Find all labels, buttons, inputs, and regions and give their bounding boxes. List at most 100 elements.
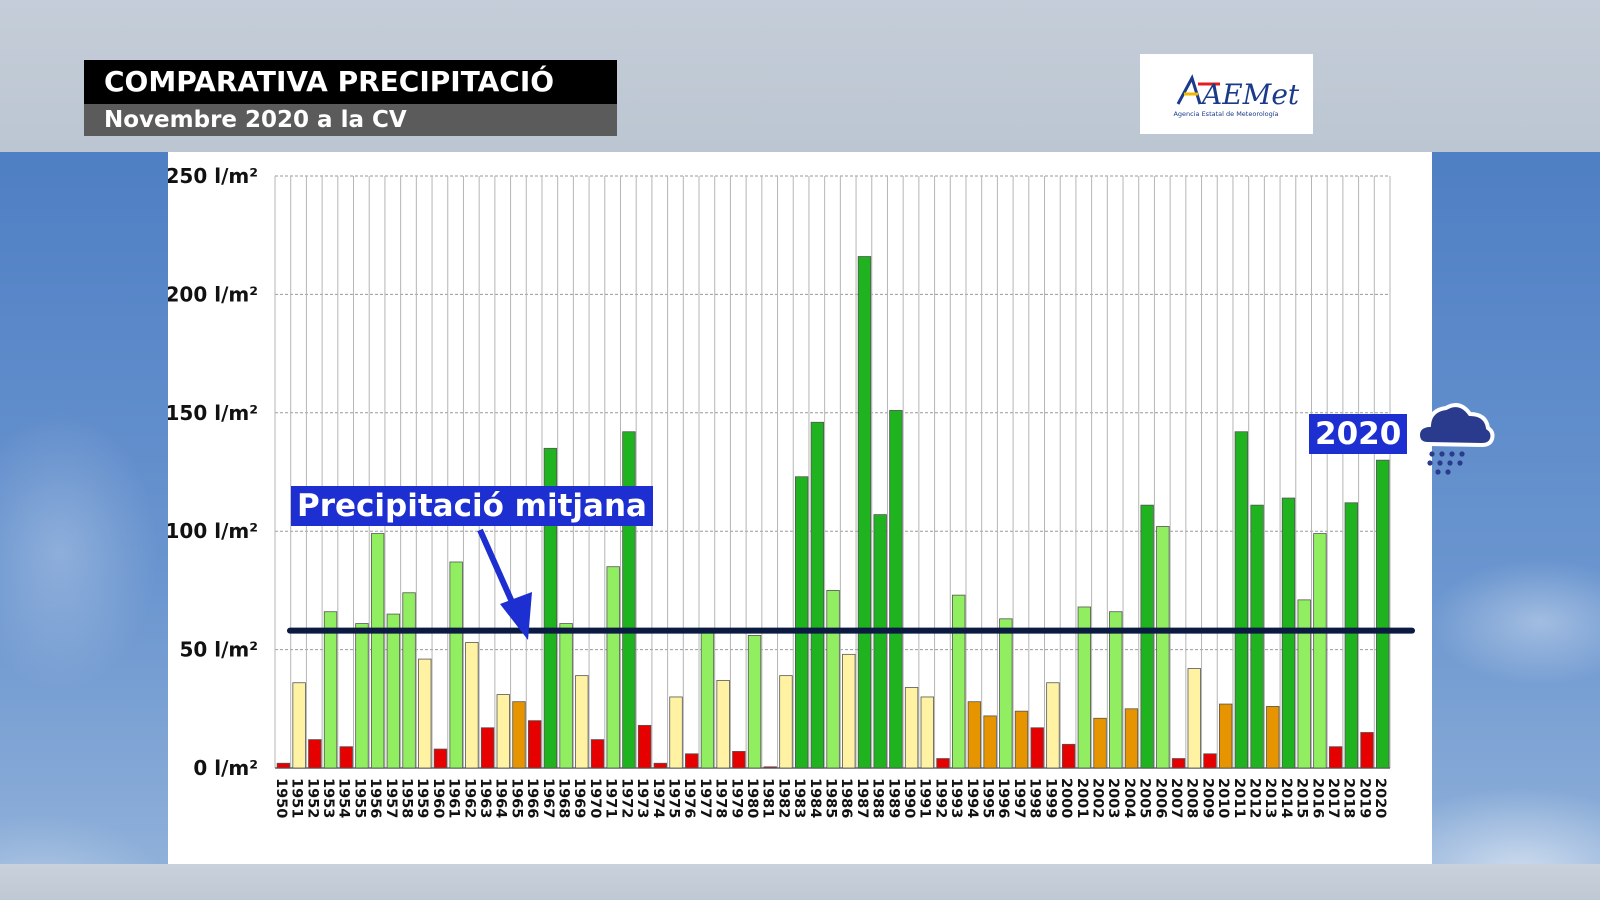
x-tick-label: 2000 bbox=[1058, 778, 1074, 818]
bar-2013 bbox=[1266, 706, 1280, 769]
bar-2006 bbox=[1156, 526, 1170, 769]
bar-1968 bbox=[559, 623, 573, 769]
bar-1963 bbox=[480, 727, 495, 769]
x-tick-label: 2007 bbox=[1168, 778, 1184, 818]
x-tick-label: 1977 bbox=[697, 778, 713, 818]
x-tick-label: 2005 bbox=[1137, 778, 1153, 818]
bar-1988 bbox=[873, 514, 887, 769]
x-tick-label: 2009 bbox=[1199, 778, 1215, 818]
bar-1964 bbox=[496, 694, 510, 769]
bar-2009 bbox=[1203, 753, 1217, 769]
x-tick-label: 1967 bbox=[540, 778, 556, 818]
x-tick-label: 1951 bbox=[289, 778, 305, 818]
aemet-logo: AEMet Agencia Estatal de Meteorología bbox=[1140, 54, 1313, 134]
x-tick-label: 1998 bbox=[1027, 778, 1043, 818]
bar-1992 bbox=[936, 758, 950, 769]
x-tick-label: 1965 bbox=[508, 778, 524, 818]
bar-1965 bbox=[512, 701, 526, 769]
title-box: COMPARATIVA PRECIPITACIÓ Novembre 2020 a… bbox=[84, 60, 617, 138]
chart-title: COMPARATIVA PRECIPITACIÓ bbox=[84, 60, 617, 104]
bar-1951 bbox=[292, 682, 306, 769]
x-tick-label: 1974 bbox=[650, 778, 666, 818]
bar-1979 bbox=[732, 751, 746, 769]
bar-2005 bbox=[1140, 504, 1154, 769]
x-tick-label: 1981 bbox=[760, 778, 776, 818]
bar-1987 bbox=[857, 256, 872, 769]
x-tick-label: 1986 bbox=[838, 778, 854, 818]
y-tick-label: 50 l/m² bbox=[179, 638, 258, 662]
x-tick-label: 1961 bbox=[446, 778, 462, 818]
x-tick-label: 1985 bbox=[823, 778, 839, 818]
rain-drops bbox=[1427, 451, 1465, 475]
bar-1995 bbox=[983, 715, 997, 769]
x-tick-label: 1973 bbox=[634, 778, 650, 818]
bar-1973 bbox=[637, 724, 652, 769]
bar-2016 bbox=[1313, 533, 1327, 769]
x-tick-label: 1989 bbox=[885, 778, 901, 818]
x-tick-label: 2010 bbox=[1215, 778, 1231, 818]
x-tick-label: 1994 bbox=[964, 778, 980, 818]
bar-2014 bbox=[1281, 497, 1296, 769]
bar-2004 bbox=[1124, 708, 1139, 769]
x-tick-label: 2013 bbox=[1262, 778, 1278, 818]
x-tick-label: 2006 bbox=[1152, 778, 1168, 818]
x-tick-label: 1992 bbox=[932, 778, 948, 818]
y-tick-label: 200 l/m² bbox=[168, 282, 258, 306]
x-tick-label: 1993 bbox=[948, 778, 964, 818]
x-tick-label: 1952 bbox=[304, 778, 320, 818]
x-tick-label: 1958 bbox=[398, 778, 414, 818]
bar-1976 bbox=[685, 753, 699, 769]
x-tick-label: 1966 bbox=[524, 778, 540, 818]
bar-2012 bbox=[1250, 504, 1264, 769]
bar-1989 bbox=[889, 410, 903, 769]
y-tick-label: 0 l/m² bbox=[193, 756, 258, 780]
x-tick-label: 2008 bbox=[1184, 778, 1200, 818]
bar-1986 bbox=[842, 653, 856, 769]
x-tick-label: 1975 bbox=[665, 778, 681, 818]
x-tick-label: 1987 bbox=[854, 778, 870, 818]
bar-1950 bbox=[276, 762, 291, 769]
logo-tagline: Agencia Estatal de Meteorología bbox=[1173, 110, 1278, 118]
x-tick-label: 1950 bbox=[273, 778, 289, 818]
x-tick-label: 2018 bbox=[1341, 778, 1357, 818]
x-tick-label: 1978 bbox=[713, 778, 729, 818]
bars-layer bbox=[276, 256, 1390, 769]
bar-1985 bbox=[826, 589, 840, 769]
x-tick-label: 1962 bbox=[461, 778, 477, 818]
logo-text: AEMet bbox=[1199, 78, 1300, 111]
bar-2017 bbox=[1328, 746, 1343, 769]
bar-1978 bbox=[716, 679, 730, 769]
bar-1970 bbox=[590, 739, 605, 769]
bar-1984 bbox=[810, 421, 825, 769]
x-tick-label: 1964 bbox=[493, 778, 509, 818]
x-tick-label: 1999 bbox=[1042, 778, 1058, 818]
x-tick-label: 1976 bbox=[681, 778, 697, 818]
x-tick-label: 2017 bbox=[1325, 778, 1341, 818]
x-tick-label: 1982 bbox=[775, 778, 791, 818]
x-tick-label: 1969 bbox=[571, 778, 587, 818]
bar-1969 bbox=[575, 675, 589, 769]
bar-1975 bbox=[669, 696, 683, 769]
x-tick-label: 1991 bbox=[917, 778, 933, 818]
bar-2010 bbox=[1218, 703, 1233, 769]
x-tick-label: 1990 bbox=[901, 778, 917, 818]
bar-1977 bbox=[700, 627, 715, 769]
bar-2002 bbox=[1093, 717, 1107, 769]
bar-1956 bbox=[370, 533, 385, 769]
x-tick-label: 1953 bbox=[320, 778, 336, 818]
x-tick-label: 1959 bbox=[414, 778, 430, 818]
x-tick-label: 2004 bbox=[1121, 778, 1137, 818]
aemet-logo-mark: AEMet Agencia Estatal de Meteorología bbox=[1173, 74, 1300, 118]
average-precipitation-label: Precipitació mitjana bbox=[291, 486, 653, 526]
x-tick-label: 2016 bbox=[1309, 778, 1325, 818]
x-tick-label: 1979 bbox=[728, 778, 744, 818]
rain-cloud-icon bbox=[1415, 403, 1495, 475]
bar-2008 bbox=[1187, 668, 1201, 769]
x-tick-label: 1968 bbox=[556, 778, 572, 818]
x-tick-label: 1988 bbox=[870, 778, 886, 818]
logo-stroke-a bbox=[1176, 74, 1202, 105]
x-tick-label: 2002 bbox=[1089, 778, 1105, 818]
x-tick-label: 2003 bbox=[1105, 778, 1121, 818]
x-tick-label: 1963 bbox=[477, 778, 493, 818]
x-tick-labels: 1950 1951 1952 1953 1954 1955 1956 1957 1958 1959… bbox=[273, 778, 1388, 818]
